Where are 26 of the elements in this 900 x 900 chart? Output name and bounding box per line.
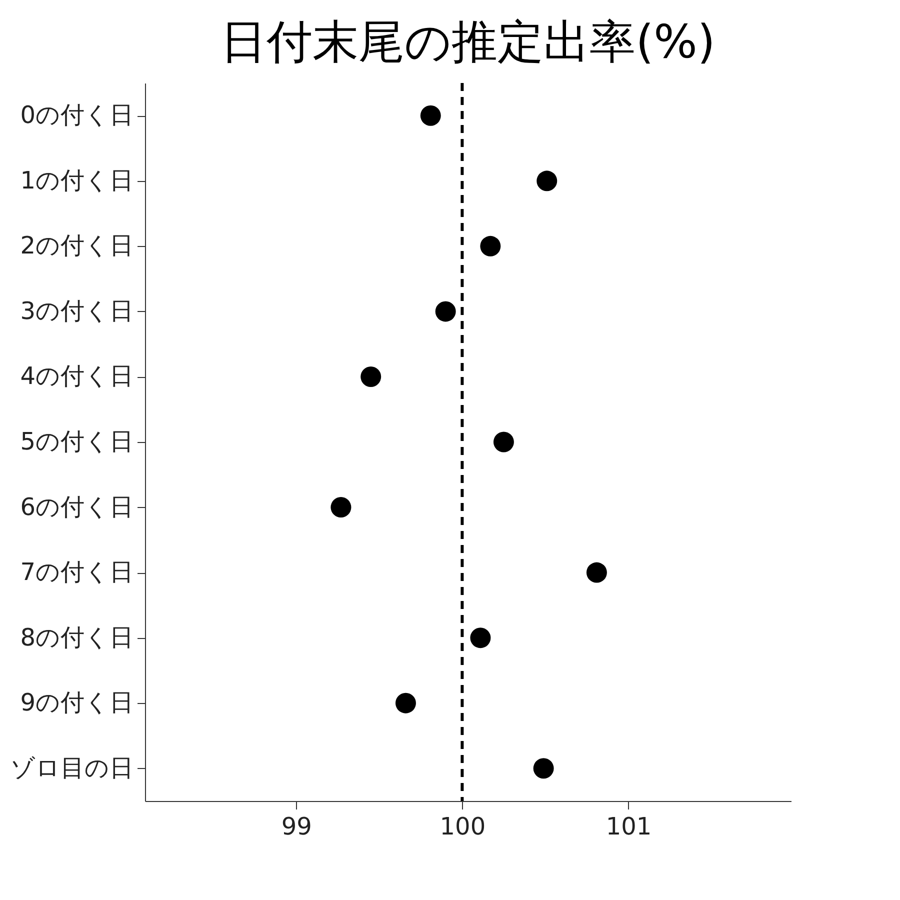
chart-title: 日付末尾の推定出率(%) <box>220 14 716 68</box>
y-tick-label: 1の付く日 <box>20 166 134 194</box>
y-tick-label: 7の付く日 <box>20 558 134 586</box>
y-tick-label: 4の付く日 <box>20 362 134 390</box>
point <box>330 497 352 518</box>
point <box>420 105 441 126</box>
x-tick-label: 101 <box>606 812 652 840</box>
y-tick-label: 5の付く日 <box>20 428 134 456</box>
point <box>435 301 456 322</box>
point <box>360 366 382 387</box>
point <box>493 432 514 452</box>
x-tick-label: 99 <box>281 812 312 840</box>
x-tick-label: 100 <box>440 812 486 840</box>
y-tick-label: 6の付く日 <box>20 492 134 521</box>
point <box>395 692 416 714</box>
point <box>480 236 501 256</box>
y-tick-label: 9の付く日 <box>20 688 134 717</box>
y-tick-label: 3の付く日 <box>20 296 134 325</box>
y-tick-label: ゾロ目の日 <box>10 754 134 782</box>
point <box>536 170 558 192</box>
y-tick-label: 0の付く日 <box>20 101 134 130</box>
point <box>470 628 491 648</box>
point <box>533 758 554 779</box>
point <box>586 562 607 583</box>
y-tick-label: 2の付く日 <box>20 232 134 260</box>
y-tick-label: 8の付く日 <box>20 623 134 652</box>
